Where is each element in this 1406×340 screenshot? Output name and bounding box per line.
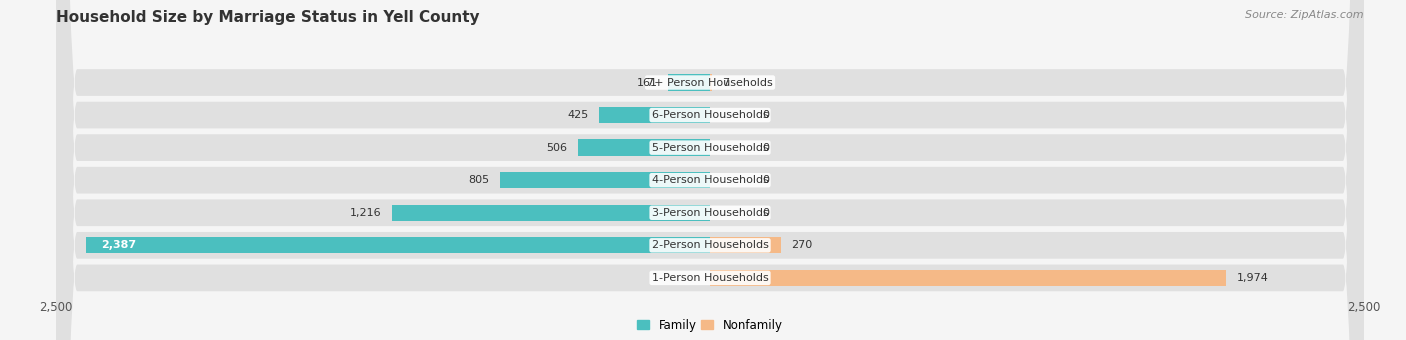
FancyBboxPatch shape <box>56 0 1364 340</box>
Text: 2-Person Households: 2-Person Households <box>651 240 769 250</box>
Bar <box>599 107 710 123</box>
Text: 161: 161 <box>637 78 658 87</box>
Text: 425: 425 <box>567 110 589 120</box>
Legend: Family, Nonfamily: Family, Nonfamily <box>637 319 783 332</box>
Text: 0: 0 <box>762 110 769 120</box>
Text: 1,974: 1,974 <box>1237 273 1268 283</box>
Text: 5-Person Households: 5-Person Households <box>651 143 769 153</box>
Text: 6-Person Households: 6-Person Households <box>651 110 769 120</box>
Bar <box>499 172 710 188</box>
Text: Household Size by Marriage Status in Yell County: Household Size by Marriage Status in Yel… <box>56 10 479 25</box>
Bar <box>710 270 1226 286</box>
Bar <box>710 237 780 253</box>
Text: 805: 805 <box>468 175 489 185</box>
Bar <box>578 139 710 156</box>
Text: 3-Person Households: 3-Person Households <box>651 208 769 218</box>
Text: 0: 0 <box>762 175 769 185</box>
Bar <box>710 74 711 91</box>
FancyBboxPatch shape <box>56 0 1364 340</box>
Text: 0: 0 <box>762 143 769 153</box>
Text: Source: ZipAtlas.com: Source: ZipAtlas.com <box>1246 10 1364 20</box>
Text: 4-Person Households: 4-Person Households <box>651 175 769 185</box>
Text: 1-Person Households: 1-Person Households <box>651 273 769 283</box>
Text: 506: 506 <box>547 143 567 153</box>
FancyBboxPatch shape <box>56 0 1364 340</box>
FancyBboxPatch shape <box>56 0 1364 340</box>
FancyBboxPatch shape <box>56 0 1364 340</box>
FancyBboxPatch shape <box>56 0 1364 340</box>
Bar <box>668 74 710 91</box>
Bar <box>392 205 710 221</box>
Text: 1,216: 1,216 <box>350 208 381 218</box>
Text: 2,387: 2,387 <box>101 240 136 250</box>
FancyBboxPatch shape <box>56 0 1364 340</box>
Text: 7: 7 <box>723 78 730 87</box>
Text: 0: 0 <box>762 208 769 218</box>
Text: 270: 270 <box>792 240 813 250</box>
Text: 7+ Person Households: 7+ Person Households <box>647 78 773 87</box>
Bar <box>86 237 710 253</box>
